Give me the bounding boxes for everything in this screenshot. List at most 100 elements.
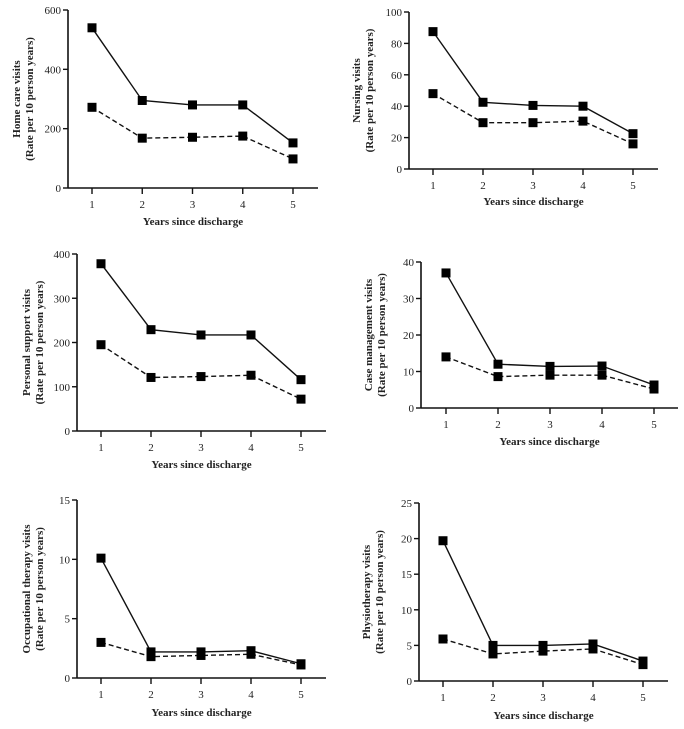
y-axis-subtitle: (Rate per 10 person years) <box>34 527 46 651</box>
series-solid-marker <box>87 23 97 33</box>
x-tick-label: 4 <box>590 692 596 704</box>
series-dashed-marker <box>578 116 588 126</box>
series-dashed-marker <box>649 384 659 394</box>
y-tick-label: 0 <box>56 183 62 195</box>
y-tick-label: 100 <box>386 7 403 19</box>
y-axis-subtitle: (Rate per 10 person years) <box>374 530 386 654</box>
series-dashed-marker <box>428 89 438 99</box>
series-solid-marker <box>188 100 197 110</box>
series-dashed-marker <box>628 139 638 149</box>
series-dashed-marker <box>238 131 248 141</box>
y-tick-label: 200 <box>54 338 71 350</box>
x-axis-title: Years since discharge <box>499 436 599 448</box>
y-tick-label: 20 <box>401 534 413 546</box>
y-tick-label: 30 <box>403 294 415 306</box>
series-dashed-marker <box>597 370 607 380</box>
x-axis-title: Years since discharge <box>143 216 243 228</box>
series-solid-marker <box>96 553 106 563</box>
x-tick-label: 4 <box>580 180 586 192</box>
x-tick-label: 1 <box>440 692 446 704</box>
x-tick-label: 5 <box>290 199 296 211</box>
y-tick-label: 25 <box>401 498 413 510</box>
series-solid-marker <box>441 268 451 278</box>
y-tick-label: 300 <box>54 293 71 305</box>
series-dashed-marker <box>196 372 206 382</box>
series-dashed-marker <box>146 372 156 382</box>
y-tick-label: 600 <box>45 5 62 17</box>
series-solid-marker <box>588 639 598 649</box>
series-dashed-marker <box>296 660 306 670</box>
series-dashed-marker <box>137 133 147 143</box>
x-tick-label: 2 <box>148 442 154 454</box>
series-dashed-marker <box>196 650 206 660</box>
series-solid-marker <box>545 361 555 371</box>
series-solid-marker <box>493 359 503 369</box>
series-dashed-marker <box>438 634 448 644</box>
y-tick-label: 100 <box>54 382 71 394</box>
y-axis-title: Occupational therapy visits <box>21 524 33 654</box>
y-axis-subtitle: (Rate per 10 person years) <box>376 273 388 397</box>
x-tick-label: 4 <box>240 199 246 211</box>
y-tick-label: 40 <box>403 257 415 269</box>
series-solid-line <box>100 263 302 381</box>
x-tick-label: 1 <box>98 442 104 454</box>
series-solid-marker <box>538 640 548 650</box>
y-axis-subtitle: (Rate per 10 person years) <box>24 37 36 161</box>
x-tick-label: 4 <box>599 419 605 431</box>
x-tick-label: 1 <box>443 419 449 431</box>
x-axis-title: Years since discharge <box>151 459 251 471</box>
y-tick-label: 0 <box>409 403 415 415</box>
series-solid-marker <box>137 95 147 105</box>
y-axis-title: Personal support visits <box>21 288 33 396</box>
y-tick-label: 10 <box>59 554 71 566</box>
x-tick-label: 3 <box>547 419 553 431</box>
x-tick-label: 3 <box>190 199 196 211</box>
x-tick-label: 2 <box>148 689 154 701</box>
y-tick-label: 400 <box>54 249 71 261</box>
series-solid-marker <box>288 138 298 148</box>
series-solid-marker <box>238 100 248 110</box>
series-dashed-marker <box>146 652 156 662</box>
y-axis-title: Case management visits <box>363 278 375 391</box>
series-dashed-marker <box>296 394 306 404</box>
x-tick-label: 5 <box>630 180 636 192</box>
series-dashed-marker <box>288 154 298 164</box>
x-tick-label: 5 <box>298 689 304 701</box>
series-dashed-marker <box>493 372 503 382</box>
y-tick-label: 0 <box>407 676 413 688</box>
y-tick-label: 5 <box>65 614 71 626</box>
x-tick-label: 4 <box>248 442 254 454</box>
y-tick-label: 10 <box>401 605 413 617</box>
y-tick-label: 15 <box>401 569 413 581</box>
series-dashed-marker <box>478 118 488 128</box>
y-tick-label: 10 <box>403 367 415 379</box>
series-dashed-marker <box>488 649 498 659</box>
series-solid-marker <box>597 361 607 371</box>
series-dashed-marker <box>246 649 256 659</box>
series-dashed-marker <box>441 352 451 362</box>
series-solid-marker <box>296 375 306 385</box>
x-tick-label: 3 <box>530 180 536 192</box>
x-tick-label: 2 <box>495 419 501 431</box>
series-dashed-marker <box>96 637 106 647</box>
series-dashed-line <box>91 106 294 160</box>
series-dashed-marker <box>87 102 97 112</box>
x-tick-label: 2 <box>480 180 486 192</box>
y-axis-subtitle: (Rate per 10 person years) <box>34 280 46 404</box>
series-dashed-marker <box>588 644 598 654</box>
chart-nursing: 0 20 40 60 80 100 1 2 3 4 5 Years since discharge Nu… <box>351 7 658 208</box>
x-tick-label: 1 <box>430 180 436 192</box>
x-tick-label: 2 <box>140 199 146 211</box>
series-dashed-line <box>100 641 302 666</box>
series-solid-marker <box>146 647 156 657</box>
series-dashed-marker <box>528 118 538 128</box>
series-solid-marker <box>488 640 498 650</box>
x-tick-label: 5 <box>298 442 304 454</box>
series-dashed-marker <box>188 132 197 142</box>
series-solid-marker <box>438 536 448 546</box>
x-tick-label: 1 <box>89 199 95 211</box>
y-tick-label: 40 <box>391 101 403 113</box>
y-tick-label: 5 <box>407 640 413 652</box>
series-solid-marker <box>428 27 438 37</box>
